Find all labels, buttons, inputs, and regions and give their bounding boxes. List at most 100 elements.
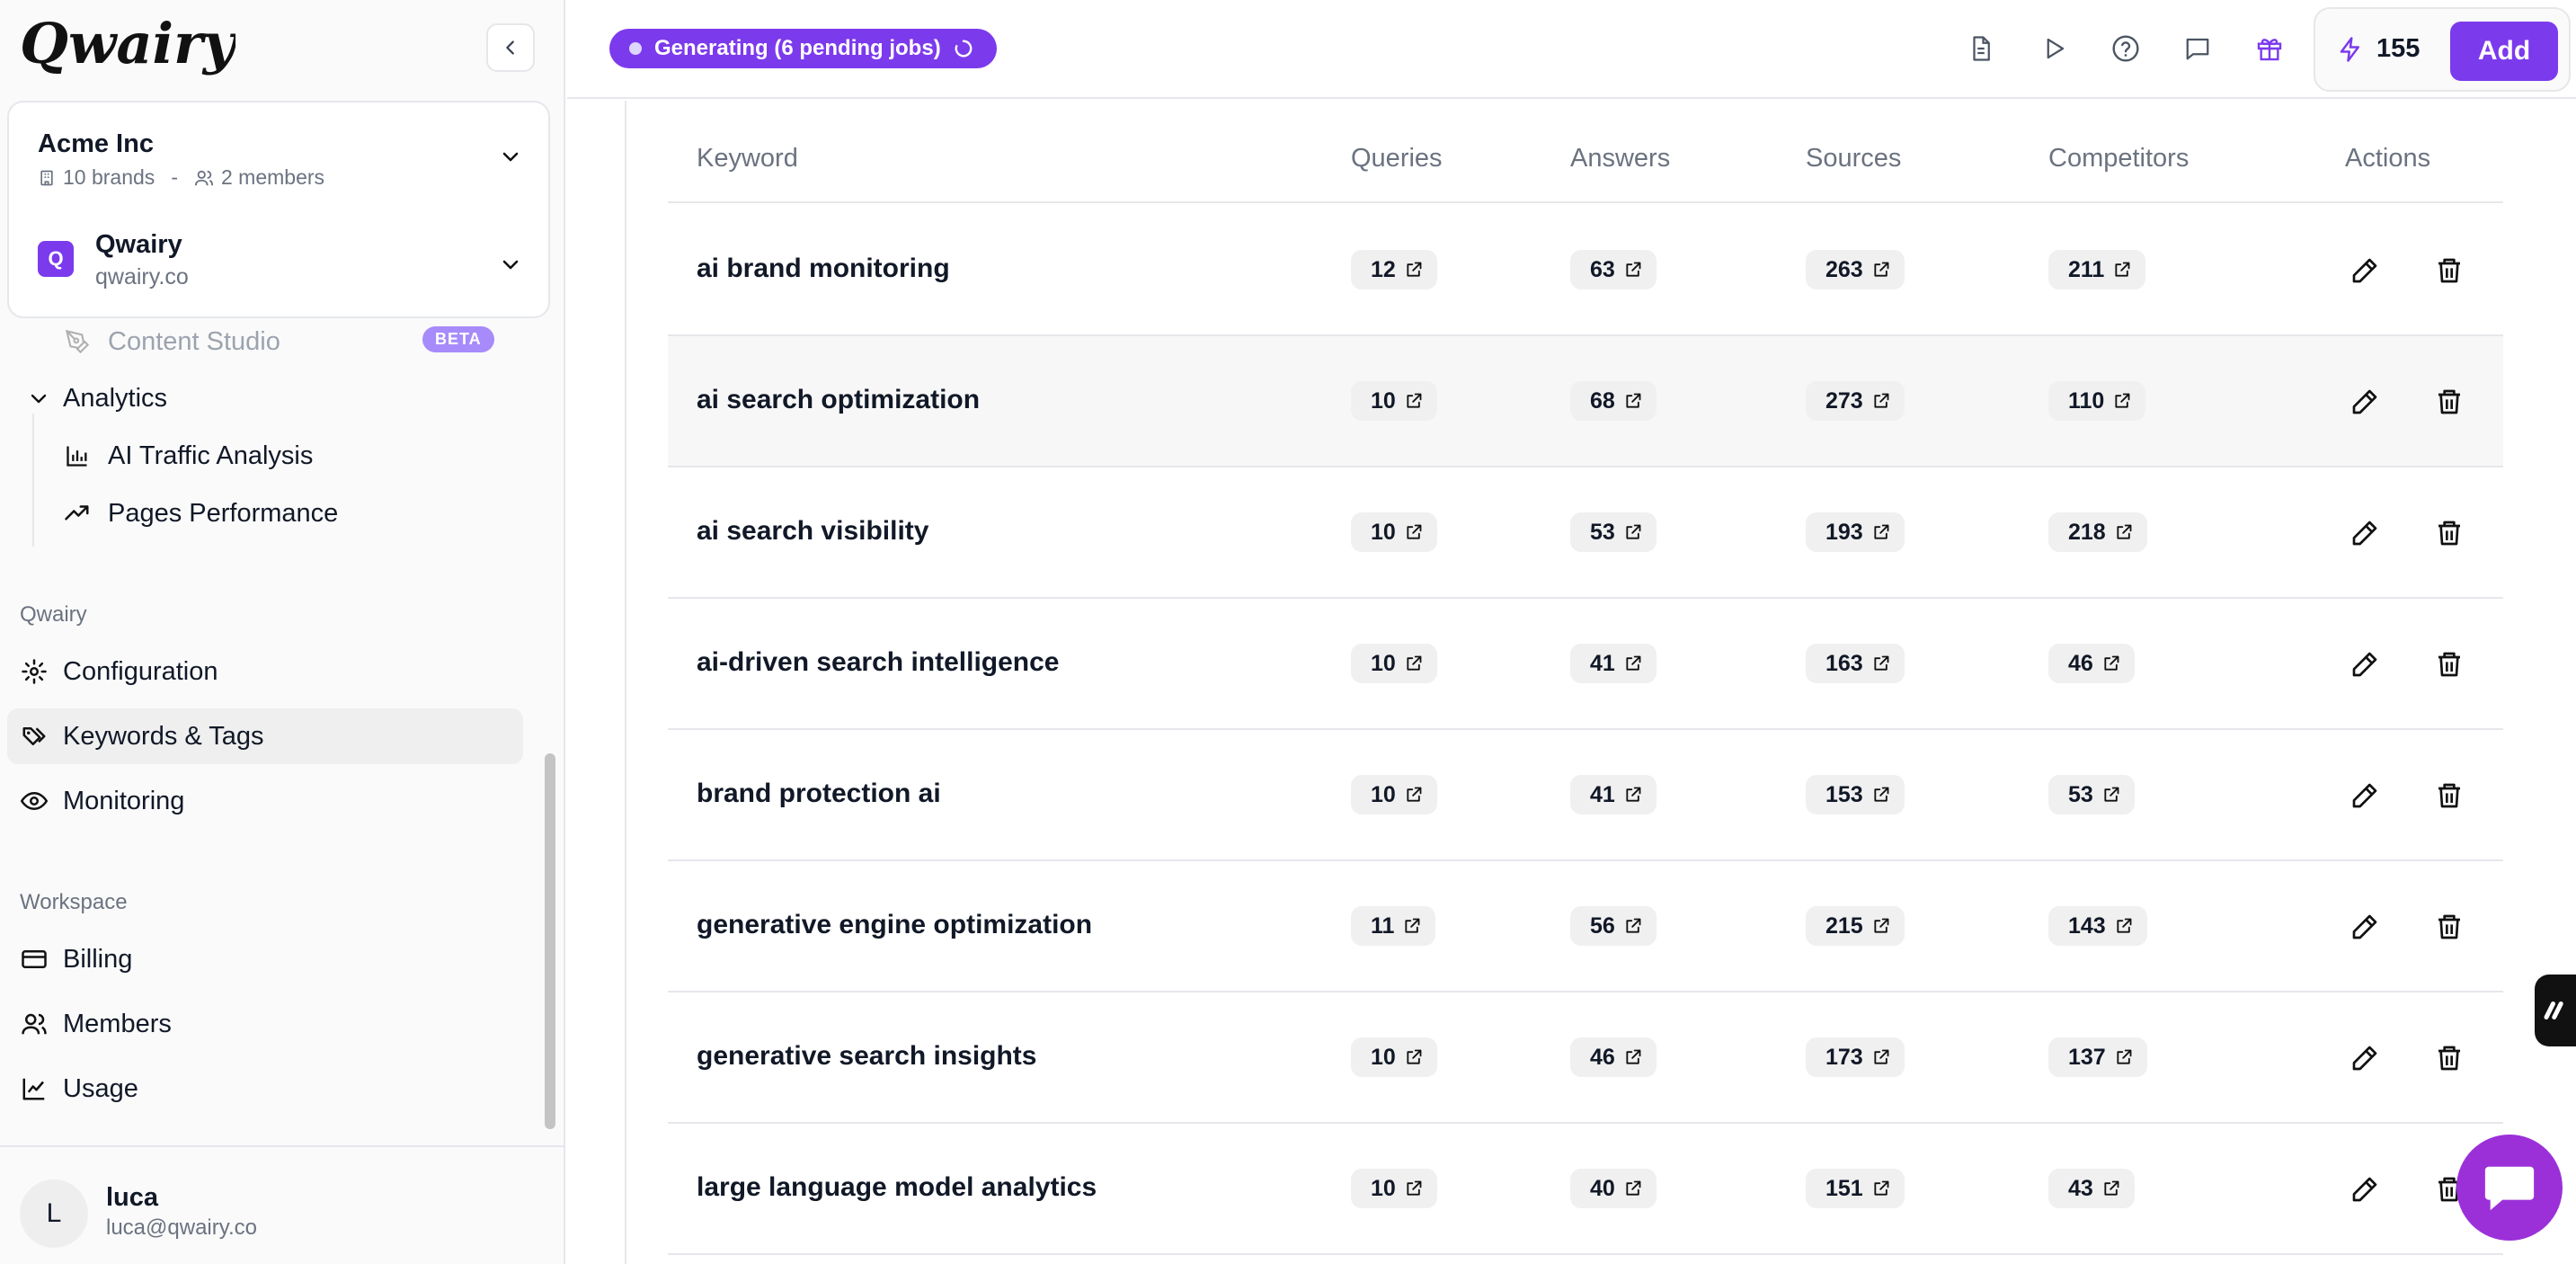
sources-count-link[interactable]: 263 (1806, 250, 1905, 289)
brand-selector[interactable]: Q Qwairy qwairy.co (9, 214, 548, 318)
line-chart-icon (20, 1074, 49, 1103)
delete-keyword-button[interactable] (2431, 1040, 2467, 1076)
answers-count: 53 (1590, 519, 1615, 545)
edit-keyword-button[interactable] (2347, 1040, 2383, 1076)
sidebar-scrollbar-thumb[interactable] (545, 753, 555, 1129)
add-button[interactable]: Add (2450, 22, 2558, 81)
competitors-count-link[interactable]: 110 (2048, 381, 2146, 421)
external-link-icon (1626, 393, 1641, 408)
queries-count-link[interactable]: 10 (1351, 381, 1437, 421)
delete-keyword-button[interactable] (2431, 253, 2467, 289)
delete-keyword-button[interactable] (2431, 646, 2467, 682)
feedback-button[interactable] (2180, 31, 2216, 67)
queries-count: 11 (1371, 912, 1395, 939)
user-menu[interactable]: L luca luca@qwairy.co (0, 1145, 565, 1264)
edit-keyword-button[interactable] (2347, 253, 2383, 289)
column-header-sources[interactable]: Sources (1806, 144, 1902, 173)
sidebar-item-keywords-tags[interactable]: Keywords & Tags (7, 708, 523, 764)
qwairy-logo[interactable]: Qwairy (20, 11, 239, 90)
trash-icon (2438, 914, 2460, 939)
edit-keyword-button[interactable] (2347, 778, 2383, 814)
answers-count-link[interactable]: 46 (1570, 1037, 1657, 1077)
competitors-count-link[interactable]: 46 (2048, 644, 2135, 683)
external-link-icon (1874, 655, 1889, 671)
org-meta-separator: - (171, 165, 178, 189)
competitors-count-link[interactable]: 211 (2048, 250, 2146, 289)
sources-count-link[interactable]: 153 (1806, 775, 1905, 814)
sources-count-link[interactable]: 273 (1806, 381, 1905, 421)
answers-count-link[interactable]: 41 (1570, 644, 1657, 683)
sources-count-link[interactable]: 193 (1806, 512, 1905, 552)
column-header-keyword[interactable]: Keyword (697, 144, 798, 173)
sources-count-link[interactable]: 163 (1806, 644, 1905, 683)
external-link-icon (1407, 655, 1422, 671)
answers-count-link[interactable]: 53 (1570, 512, 1657, 552)
column-header-competitors[interactable]: Competitors (2048, 144, 2190, 173)
answers-count-link[interactable]: 68 (1570, 381, 1657, 421)
queries-count-link[interactable]: 11 (1351, 906, 1436, 946)
pencil-icon (2352, 258, 2377, 283)
sidebar-item-monitoring[interactable]: Monitoring (7, 773, 523, 829)
delete-keyword-button[interactable] (2431, 1171, 2467, 1207)
queries-count-link[interactable]: 10 (1351, 775, 1437, 814)
queries-count-link[interactable]: 10 (1351, 1037, 1437, 1077)
org-brand-count: 10 brands (63, 165, 155, 189)
answers-count-link[interactable]: 40 (1570, 1169, 1657, 1208)
sidebar-group-analytics[interactable]: Analytics (7, 370, 523, 426)
competitors-count: 137 (2068, 1044, 2106, 1070)
delete-keyword-button[interactable] (2431, 384, 2467, 420)
sidebar-item-ai-traffic-analysis[interactable]: AI Traffic Analysis (7, 428, 523, 484)
sources-count-link[interactable]: 151 (1806, 1169, 1905, 1208)
competitors-count: 110 (2068, 387, 2105, 414)
answers-count-link[interactable]: 41 (1570, 775, 1657, 814)
credits-balance[interactable]: 155 (2337, 34, 2420, 64)
chat-support-button[interactable] (2456, 1135, 2563, 1241)
pencil-icon (2352, 1046, 2377, 1071)
collapse-sidebar-button[interactable] (486, 23, 535, 72)
table-row: generative engine optimization 11 56 215 143 (668, 861, 2503, 993)
trash-icon (2438, 258, 2460, 283)
table-row: ai-driven search intelligence 10 41 163 46 (668, 599, 2503, 730)
pencil-icon (2352, 389, 2377, 414)
edit-keyword-button[interactable] (2347, 646, 2383, 682)
external-link-icon (1405, 918, 1420, 933)
side-widget-tab[interactable] (2535, 975, 2576, 1046)
help-button[interactable] (2108, 31, 2144, 67)
answers-count: 68 (1590, 387, 1615, 414)
play-tutorial-button[interactable] (2036, 31, 2072, 67)
sidebar-item-usage[interactable]: Usage (7, 1061, 523, 1117)
sidebar-item-members[interactable]: Members (7, 996, 523, 1052)
competitors-count-link[interactable]: 143 (2048, 906, 2147, 946)
edit-keyword-button[interactable] (2347, 909, 2383, 945)
queries-count-link[interactable]: 10 (1351, 1169, 1437, 1208)
column-header-queries[interactable]: Queries (1351, 144, 1443, 173)
delete-keyword-button[interactable] (2431, 515, 2467, 551)
sidebar-item-pages-performance[interactable]: Pages Performance (7, 485, 523, 541)
delete-keyword-button[interactable] (2431, 778, 2467, 814)
answers-count-link[interactable]: 63 (1570, 250, 1657, 289)
answers-count-link[interactable]: 56 (1570, 906, 1657, 946)
queries-count-link[interactable]: 10 (1351, 644, 1437, 683)
competitors-count-link[interactable]: 43 (2048, 1169, 2135, 1208)
column-header-answers[interactable]: Answers (1570, 144, 1671, 173)
sidebar-item-configuration[interactable]: Configuration (7, 644, 523, 699)
competitors-count-link[interactable]: 53 (2048, 775, 2135, 814)
queries-count-link[interactable]: 12 (1351, 250, 1437, 289)
sidebar-item-billing[interactable]: Billing (7, 931, 523, 987)
competitors-count-link[interactable]: 137 (2048, 1037, 2147, 1077)
docs-button[interactable] (1963, 31, 1999, 67)
sidebar-item-content-studio[interactable]: Content Studio BETA (7, 314, 523, 369)
delete-keyword-button[interactable] (2431, 909, 2467, 945)
edit-keyword-button[interactable] (2347, 515, 2383, 551)
queries-count-link[interactable]: 10 (1351, 512, 1437, 552)
edit-keyword-button[interactable] (2347, 384, 2383, 420)
referral-button[interactable] (2252, 31, 2287, 67)
competitors-count-link[interactable]: 218 (2048, 512, 2147, 552)
generation-status-badge[interactable]: Generating (6 pending jobs) (609, 29, 997, 68)
org-selector[interactable]: Acme Inc 10 brands - 2 members (9, 102, 548, 210)
sources-count-link[interactable]: 173 (1806, 1037, 1905, 1077)
table-row: large language model analytics 10 40 151 43 (668, 1124, 2503, 1255)
sources-count-link[interactable]: 215 (1806, 906, 1905, 946)
edit-keyword-button[interactable] (2347, 1171, 2383, 1207)
content-divider (625, 101, 626, 1264)
